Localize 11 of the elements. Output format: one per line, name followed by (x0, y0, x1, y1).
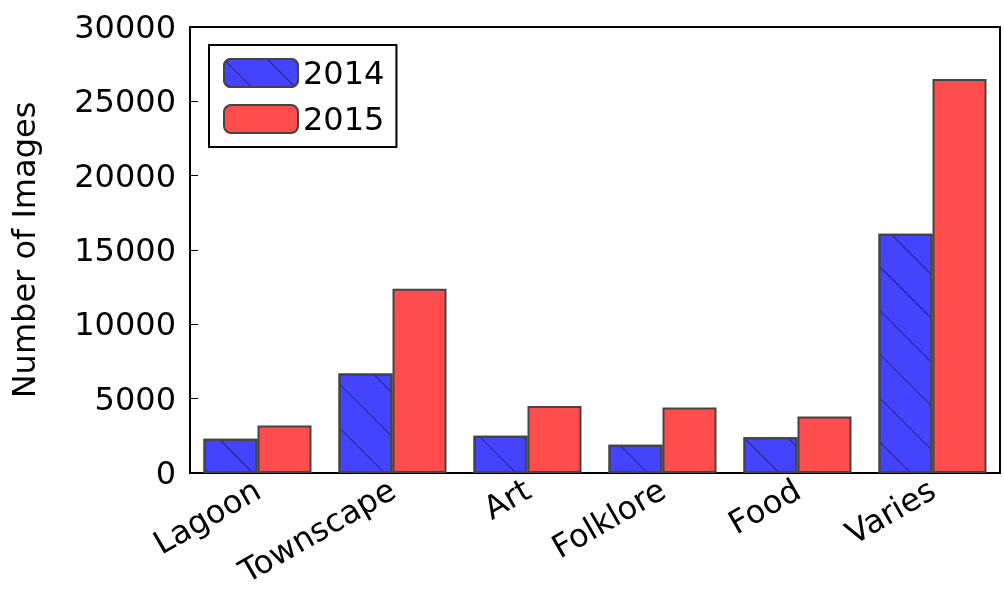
y-tick-label: 0 (155, 454, 176, 492)
y-tick-label: 15000 (74, 231, 176, 269)
y-tick-label: 30000 (74, 8, 176, 46)
x-tick-label: Art (476, 470, 537, 528)
legend-label: 2015 (303, 100, 385, 138)
y-tick-label: 10000 (74, 305, 176, 344)
y-tick-label: 20000 (74, 156, 176, 195)
y-tick-label: 5000 (94, 379, 176, 418)
y-axis-title: Number of Images (5, 101, 43, 399)
legend-label: 2014 (303, 54, 385, 92)
y-tick-label: 25000 (74, 82, 176, 121)
